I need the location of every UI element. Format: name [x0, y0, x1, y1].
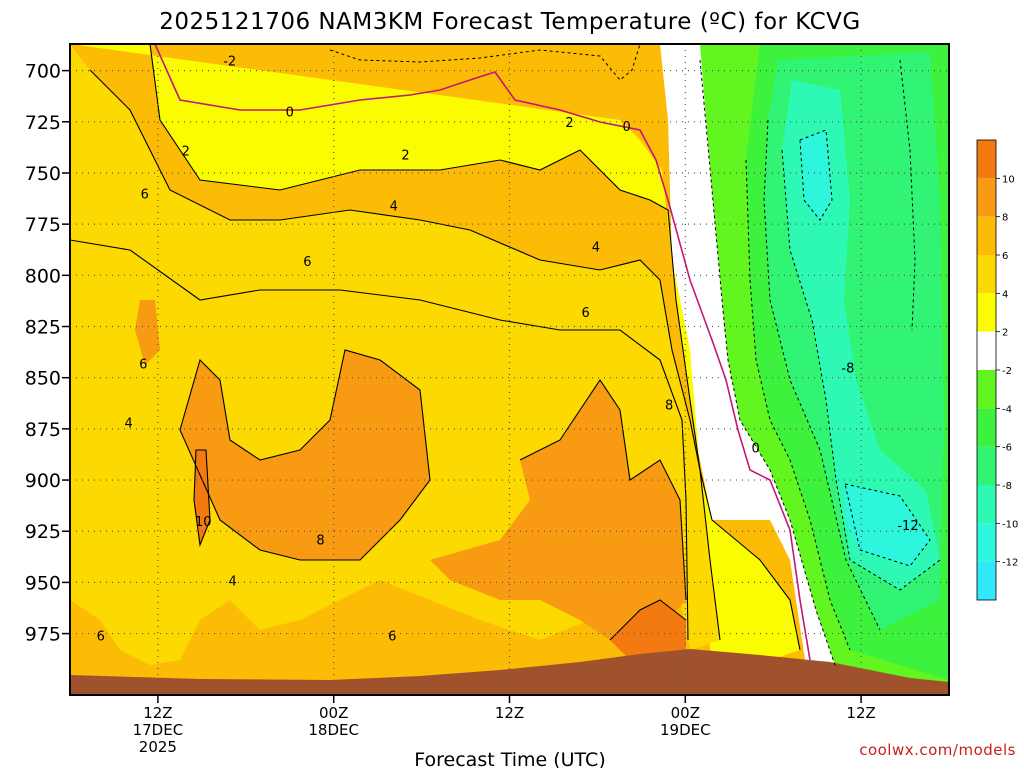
- colorbar-label-3: 4: [1002, 289, 1008, 300]
- band-8-10: [135, 300, 686, 640]
- isotherm-0: [154, 44, 811, 661]
- isotherm-minus6: [745, 159, 851, 651]
- terrain: [70, 649, 949, 695]
- y-tick-label-850: 850: [25, 368, 61, 390]
- colorbar-bin-5: [977, 331, 996, 370]
- contour-label-19: 0: [751, 441, 759, 456]
- y-tick-label-875: 875: [25, 419, 61, 441]
- contour-label-9: 0: [623, 120, 631, 135]
- colorbar-bin-10: [977, 523, 996, 562]
- grid-lines: [70, 44, 949, 695]
- colorbar-label-2: 6: [1002, 251, 1008, 262]
- y-tick-label-950: 950: [25, 572, 61, 594]
- y-tick-label-700: 700: [25, 61, 61, 83]
- contour-label-20: -8: [841, 361, 854, 376]
- colorbar-bin-0: [977, 140, 996, 179]
- isotherm-6: [70, 239, 689, 641]
- x-tick-label-3-2: 19DEC: [660, 721, 711, 739]
- colorbar-label-5: -2: [1002, 366, 1012, 377]
- colorbar-label-8: -8: [1002, 481, 1012, 492]
- x-tick-label-2-1: 12Z: [495, 704, 524, 722]
- isotherm-4: [89, 69, 721, 641]
- contour-label-8: 2: [565, 116, 573, 131]
- colorbar-bin-2: [977, 216, 996, 255]
- credit-text: coolwx.com/models: [859, 741, 1016, 759]
- x-tick-label-3-1: 00Z: [671, 704, 700, 722]
- x-tick-label-1-1: 00Z: [319, 704, 348, 722]
- contour-label-17: 6: [388, 630, 396, 645]
- y-tick-label-800: 800: [25, 265, 61, 287]
- x-tick-label-0-2: 17DEC: [133, 721, 184, 739]
- isotherm-8: [179, 349, 687, 601]
- colorbar-label-9: -10: [1002, 519, 1018, 530]
- colorbar-bin-7: [977, 408, 996, 447]
- colorbar-bin-3: [977, 255, 996, 294]
- contour-label-1: 0: [286, 106, 294, 121]
- contour-label-18: 8: [665, 398, 673, 413]
- colorbar-label-4: 2: [1002, 328, 1008, 339]
- colorbar-label-0: 10: [1002, 174, 1015, 185]
- y-tick-label-925: 925: [25, 521, 61, 543]
- contour-label-10: 6: [582, 306, 590, 321]
- contour-label-14: 8: [316, 533, 324, 548]
- colorbar-label-7: -6: [1002, 443, 1012, 454]
- isotherm-minus2: [329, 44, 641, 81]
- colorbar-bin-9: [977, 485, 996, 524]
- contour-label-11: 6: [139, 357, 147, 372]
- x-tick-label-4-1: 12Z: [846, 704, 875, 722]
- x-tick-label-0-1: 12Z: [143, 704, 172, 722]
- contour-label-3: 2: [401, 149, 409, 164]
- isotherm-minus12: [799, 129, 931, 567]
- isotherm-minus14: [899, 59, 916, 331]
- colorbar-bin-6: [977, 370, 996, 409]
- x-tick-label-0-3: 2025: [139, 738, 177, 756]
- contour-label-12: 4: [124, 417, 132, 432]
- contour-label-4: 6: [141, 187, 149, 202]
- chart-title: 2025121706 NAM3KM Forecast Temperature (…: [159, 9, 860, 35]
- isotherm-minus4: [699, 59, 837, 669]
- y-axis: 700 725 750 775 800 825 850 875 900 925 950 975: [25, 61, 70, 646]
- contour-label-0: -2: [223, 54, 236, 69]
- x-tick-label-1-2: 18DEC: [308, 721, 359, 739]
- colorbar-label-6: -4: [1002, 404, 1012, 415]
- y-tick-label-975: 975: [25, 624, 61, 646]
- y-tick-label-825: 825: [25, 317, 61, 339]
- isotherm-minus8: [763, 119, 881, 631]
- colorbar-bin-4: [977, 293, 996, 332]
- isotherm-minus10: [781, 149, 941, 591]
- colorbar: 10 8 6 4 2 -2 -4 -6 -8 -10 -12: [976, 139, 1018, 601]
- contour-label-5: 4: [390, 200, 398, 215]
- colorbar-bin-11: [977, 561, 996, 600]
- isotherm-2: [70, 44, 801, 651]
- x-axis-label: Forecast Time (UTC): [414, 749, 605, 768]
- contour-label-21: -12: [897, 519, 918, 534]
- y-tick-label-775: 775: [25, 214, 61, 236]
- contour-label-16: 6: [97, 630, 105, 645]
- contour-label-6: 6: [303, 255, 311, 270]
- y-tick-label-750: 750: [25, 163, 61, 185]
- contour-labels: -202264642066410846680-8-12: [97, 54, 919, 644]
- colorbar-label-1: 8: [1002, 213, 1008, 224]
- isotherm-10: [193, 449, 687, 641]
- contour-label-13: 10: [195, 515, 212, 530]
- colorbar-bin-1: [977, 178, 996, 217]
- temperature-field: [70, 44, 949, 695]
- colorbar-label-10: -12: [1002, 558, 1018, 569]
- band-minus12-minus10: [800, 130, 930, 566]
- band-above-10: [194, 450, 686, 660]
- colorbar-bin-8: [977, 446, 996, 485]
- band-2-4: [70, 44, 800, 660]
- contour-label-7: 4: [592, 241, 600, 256]
- contour-label-2: 2: [182, 144, 190, 159]
- y-tick-label-900: 900: [25, 470, 61, 492]
- y-tick-label-725: 725: [25, 112, 61, 134]
